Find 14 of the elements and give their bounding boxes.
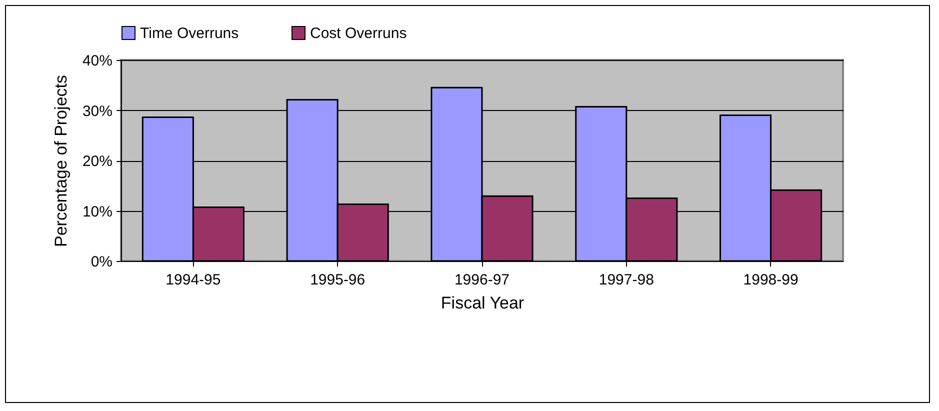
x-axis-title: Fiscal Year bbox=[440, 294, 524, 312]
y-tick-label: 0% bbox=[90, 254, 112, 270]
x-tick-label: 1997-98 bbox=[598, 272, 654, 288]
legend-label: Time Overruns bbox=[140, 24, 239, 42]
x-tick-label: 1998-99 bbox=[743, 272, 798, 288]
y-axis-title: Percentage of Projects bbox=[51, 75, 70, 247]
x-tick-label: 1996-97 bbox=[454, 272, 510, 288]
x-tick-label: 1994-95 bbox=[166, 272, 221, 288]
x-tick-label: 1995-96 bbox=[310, 272, 366, 288]
y-tick-label: 40% bbox=[82, 52, 112, 70]
y-tick-label: 30% bbox=[82, 102, 112, 120]
legend-label: Cost Overruns bbox=[310, 24, 407, 42]
y-tick-label: 10% bbox=[82, 203, 112, 220]
y-tick-label: 20% bbox=[82, 153, 112, 170]
